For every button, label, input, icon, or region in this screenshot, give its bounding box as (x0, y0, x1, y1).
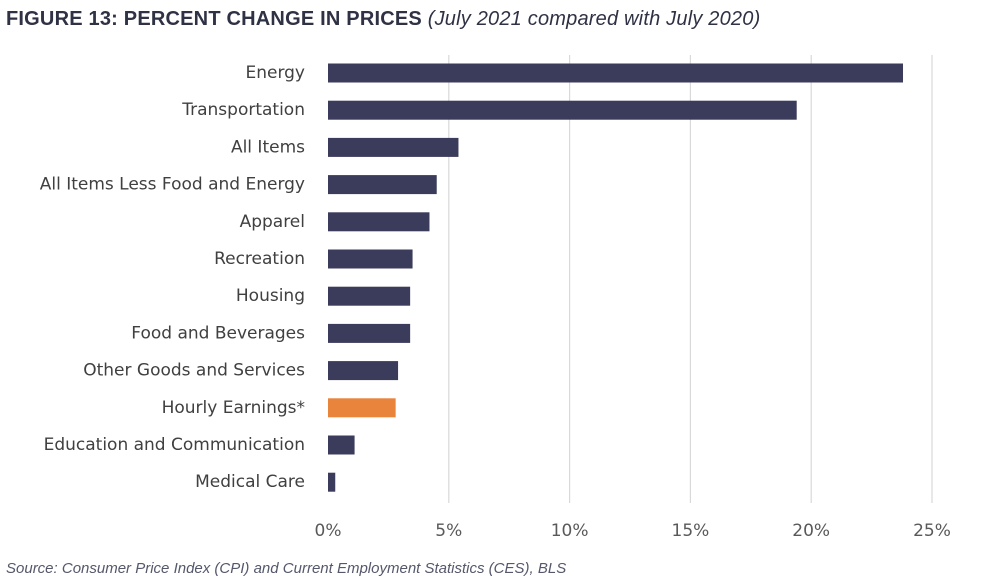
bar (328, 398, 396, 418)
bar-chart: Energy Transportation All Items All Items L… (40, 55, 951, 541)
x-tick-label: 15% (672, 521, 710, 541)
category-label: All Items Less Food and Energy (40, 175, 305, 195)
bar (328, 323, 411, 343)
category-label: Education and Communication (44, 435, 305, 455)
bar (328, 435, 355, 455)
x-tick-label: 20% (792, 521, 830, 541)
category-label: Recreation (214, 249, 305, 269)
chart-title-subtitle: (July 2021 compared with July 2020) (427, 8, 761, 30)
bar (328, 249, 413, 269)
x-tick-label: 0% (315, 521, 342, 541)
category-label: Hourly Earnings* (162, 398, 305, 418)
bar (328, 361, 399, 381)
bar (328, 137, 459, 157)
bars (328, 63, 904, 492)
category-labels: Energy Transportation All Items All Items L… (40, 63, 305, 492)
x-tick-labels: 0% 5% 10% 15% 20% 25% (315, 521, 951, 541)
chart-title: FIGURE 13: PERCENT CHANGE IN PRICES (Jul… (6, 8, 760, 31)
x-tick-label: 25% (913, 521, 951, 541)
bar (328, 212, 430, 232)
category-label: Apparel (240, 212, 305, 232)
category-label: Other Goods and Services (83, 361, 305, 381)
category-label: Energy (245, 63, 305, 83)
category-label: Medical Care (195, 472, 305, 492)
category-label: Transportation (181, 100, 305, 120)
category-label: All Items (231, 137, 305, 157)
x-tick-label: 5% (435, 521, 462, 541)
x-tick-label: 10% (551, 521, 589, 541)
bar (328, 286, 411, 306)
category-label: Housing (236, 286, 305, 306)
bar (328, 175, 437, 195)
bar (328, 100, 797, 120)
gridlines (448, 55, 933, 503)
bar (328, 472, 336, 492)
category-label: Food and Beverages (131, 323, 305, 343)
chart-title-main: FIGURE 13: PERCENT CHANGE IN PRICES (6, 8, 422, 30)
source-note: Source: Consumer Price Index (CPI) and C… (6, 560, 567, 577)
bar (328, 63, 904, 83)
